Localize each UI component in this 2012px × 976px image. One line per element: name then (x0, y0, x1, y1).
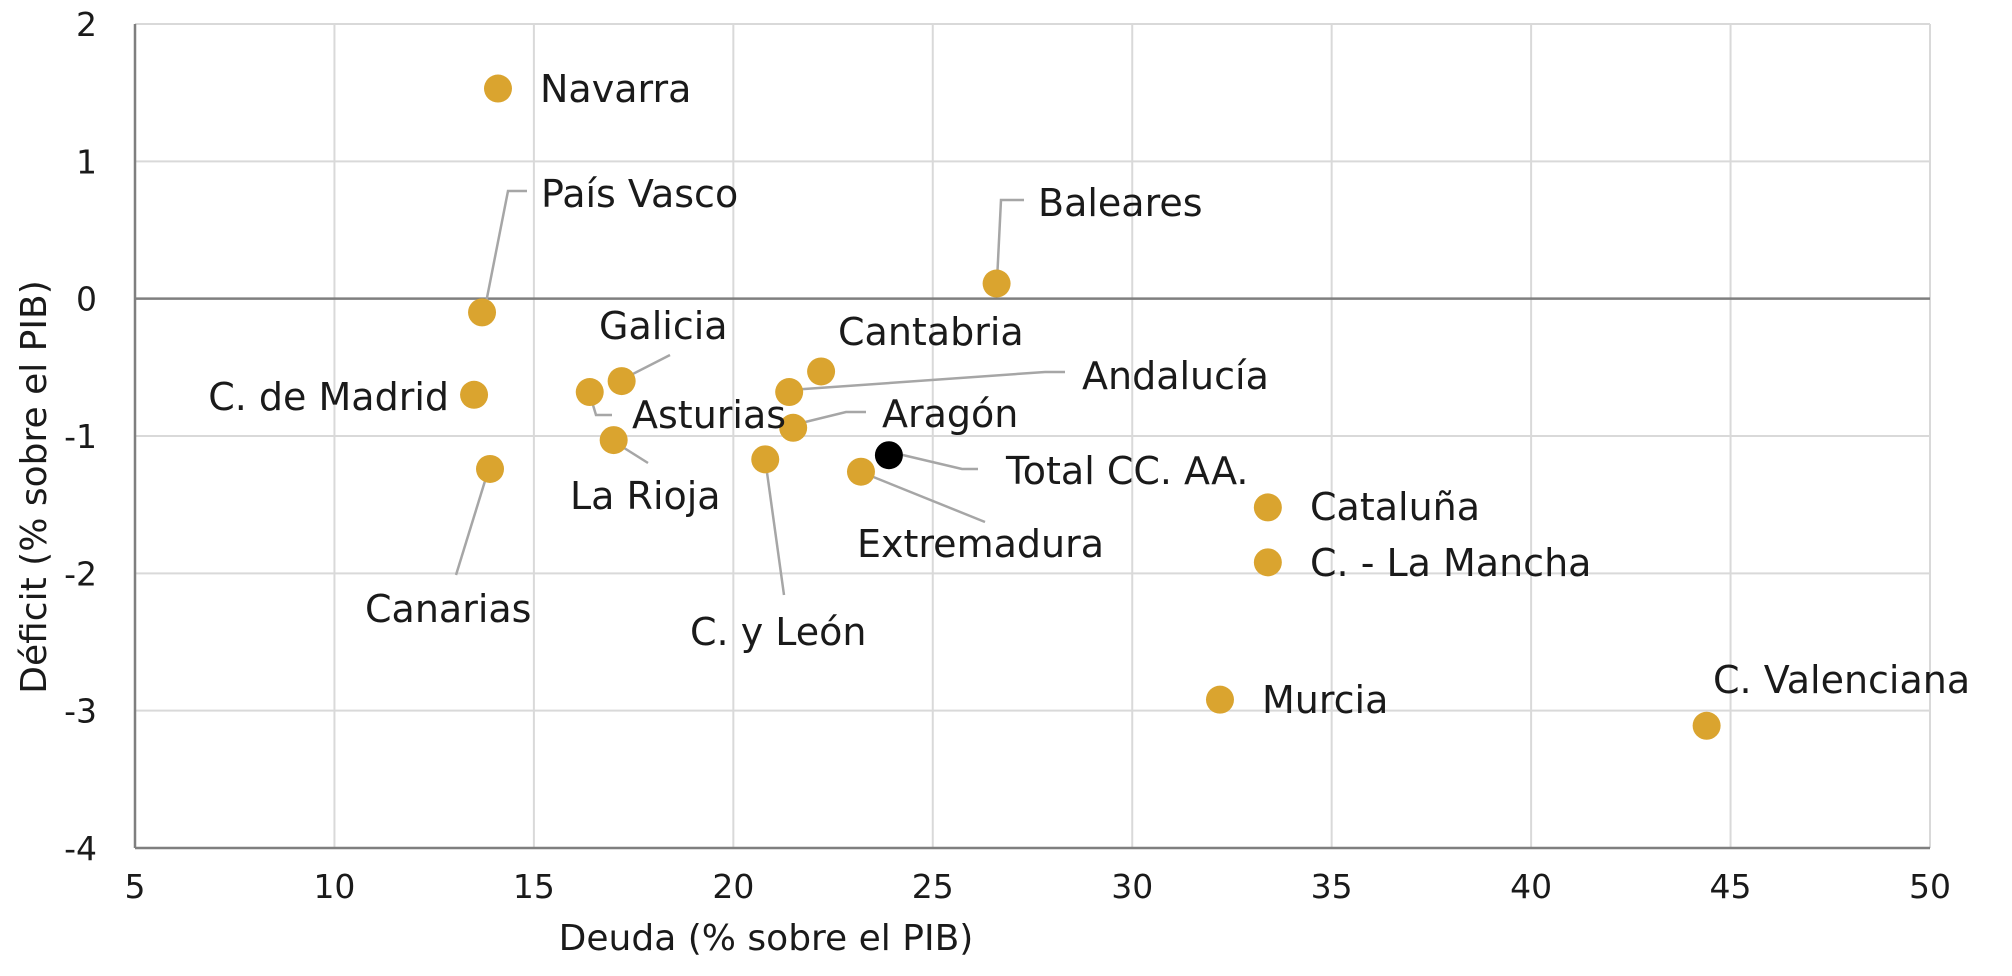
y-tick-label: -3 (64, 692, 97, 731)
y-tick-label: -4 (64, 829, 97, 868)
x-tick-label: 10 (313, 867, 355, 906)
point-cataluna (1253, 493, 1282, 522)
x-tick-label: 20 (712, 867, 754, 906)
leader-line-canarias (454, 467, 491, 576)
leader-line-total-cc-aa (889, 450, 978, 471)
grid-lines (135, 23, 1931, 848)
x-tick-label: 50 (1909, 867, 1951, 906)
point-baleares (982, 269, 1011, 298)
point-pais-vasco (468, 298, 497, 327)
point-label-galicia: Galicia (599, 304, 728, 348)
y-tick-label: -2 (64, 554, 97, 593)
point-c-de-madrid (460, 380, 489, 409)
y-tick-label: 2 (76, 5, 97, 44)
y-tick-label: 1 (76, 142, 97, 181)
point-label-baleares: Baleares (1038, 181, 1203, 225)
y-axis-title: Déficit (% sobre el PIB) (14, 280, 55, 694)
y-tick-label: 0 (76, 280, 97, 319)
point-galicia (607, 367, 636, 396)
point-label-navarra: Navarra (540, 67, 691, 111)
point-cantabria (807, 357, 836, 386)
point-label-murcia: Murcia (1262, 678, 1388, 722)
point-aragon (779, 413, 808, 442)
leader-line-pais-vasco (482, 189, 527, 314)
point-label-total-cc-aa: Total CC. AA. (1005, 449, 1249, 493)
point-c-valenciana (1692, 711, 1721, 740)
point-label-andalucia: Andalucía (1082, 354, 1269, 398)
data-points (460, 74, 1721, 740)
point-label-asturias: Asturias (632, 393, 786, 437)
point-total-cc-aa (874, 441, 903, 470)
leader-line-baleares (995, 198, 1024, 282)
x-tick-label: 5 (125, 867, 146, 906)
point-extremadura (846, 457, 875, 486)
point-label-canarias: Canarias (365, 587, 531, 631)
point-labels: Navarra País Vasco Baleares C. de Madrid Gal… (208, 67, 1970, 722)
point-label-cantabria: Cantabria (838, 310, 1024, 354)
x-tick-label: 30 (1111, 867, 1153, 906)
leader-lines (454, 189, 1065, 596)
point-c-y-leon (751, 445, 780, 474)
point-andalucia (775, 378, 804, 407)
leader-line-extremadura (860, 470, 986, 524)
leader-line-c-y-leon (763, 457, 786, 596)
point-la-rioja (599, 426, 628, 455)
point-label-cataluna: Cataluña (1310, 485, 1480, 529)
point-navarra (483, 74, 512, 103)
leader-line-andalucia (789, 370, 1065, 392)
x-tick-label: 25 (912, 867, 954, 906)
axes (133, 24, 1930, 850)
x-tick-label: 40 (1510, 867, 1552, 906)
point-c-la-mancha (1253, 548, 1282, 577)
x-tick-label: 15 (513, 867, 555, 906)
leader-line-aragon (792, 410, 866, 427)
y-tick-label: -1 (64, 417, 97, 456)
point-canarias (476, 454, 505, 483)
point-label-c-valenciana: C. Valenciana (1713, 658, 1970, 702)
point-label-c-la-mancha: C. - La Mancha (1310, 541, 1591, 585)
point-label-extremadura: Extremadura (857, 522, 1104, 566)
point-asturias (575, 378, 604, 407)
point-label-c-de-madrid: C. de Madrid (208, 375, 449, 419)
x-tick-label: 45 (1710, 867, 1752, 906)
point-label-c-y-leon: C. y León (690, 610, 866, 654)
point-label-pais-vasco: País Vasco (541, 172, 738, 216)
point-label-aragon: Aragón (882, 392, 1018, 436)
x-tick-label: 35 (1311, 867, 1353, 906)
point-label-la-rioja: La Rioja (570, 474, 721, 518)
x-axis-title: Deuda (% sobre el PIB) (559, 918, 974, 959)
point-murcia (1205, 685, 1234, 714)
